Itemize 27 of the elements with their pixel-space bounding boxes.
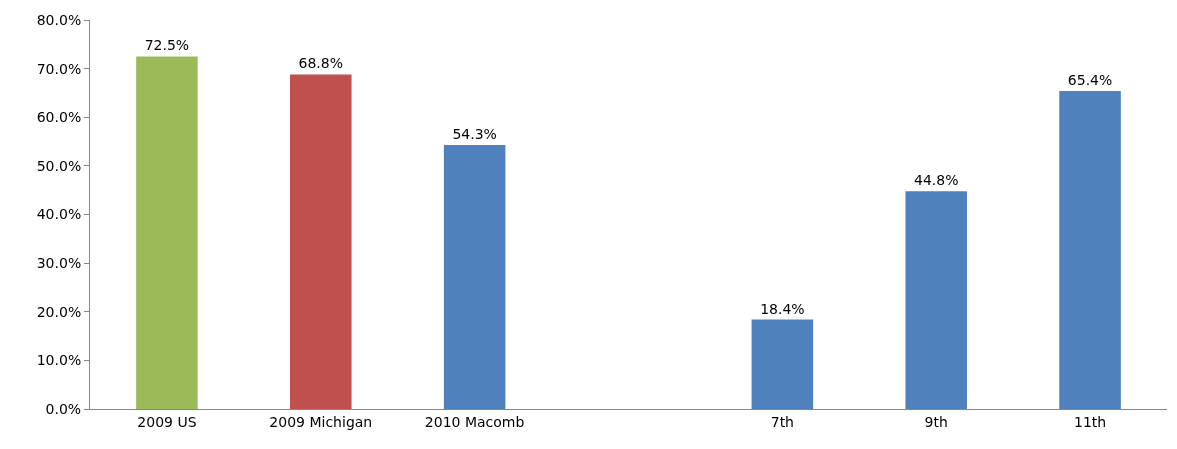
y-tick-label: 60.0% xyxy=(36,109,82,126)
y-tick-label: 40.0% xyxy=(36,206,82,223)
data-label: 54.3% xyxy=(452,125,497,142)
bar xyxy=(443,144,506,409)
data-label: 72.5% xyxy=(144,37,190,54)
bar xyxy=(1059,90,1121,409)
y-tick-label: 50.0% xyxy=(36,157,82,174)
y-tick-label: 20.0% xyxy=(36,303,82,320)
bar xyxy=(136,56,198,409)
data-label: 65.4% xyxy=(1067,71,1113,88)
x-tick-label: 7th xyxy=(770,413,794,430)
data-label: 44.8% xyxy=(913,172,959,189)
y-tick-label: 10.0% xyxy=(36,352,82,369)
x-tick-label: 2010 Macomb xyxy=(424,413,525,430)
x-tick-label: 9th xyxy=(924,413,948,430)
y-tick-label: 70.0% xyxy=(36,60,82,77)
y-tick-label: 80.0% xyxy=(36,11,82,28)
bar xyxy=(751,319,814,409)
x-tick-label: 2009 Michigan xyxy=(269,413,373,430)
x-tick-label: 2009 US xyxy=(137,413,197,430)
data-label: 18.4% xyxy=(760,300,805,317)
y-tick-label: 0.0% xyxy=(45,400,82,417)
data-label: 68.8% xyxy=(298,55,344,72)
bar xyxy=(290,74,352,409)
y-tick-label: 30.0% xyxy=(36,255,82,272)
bar xyxy=(905,191,967,409)
x-tick-label: 11th xyxy=(1073,413,1107,430)
